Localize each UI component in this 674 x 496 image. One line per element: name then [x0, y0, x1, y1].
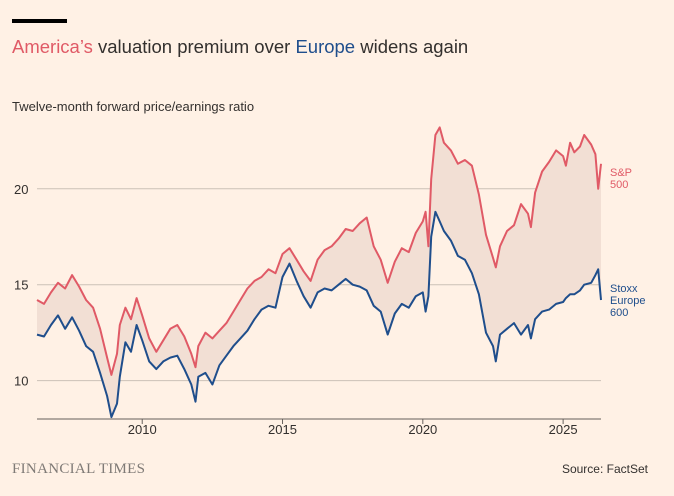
title-highlight-america: America’s — [12, 36, 93, 57]
y-tick-label: 20 — [14, 182, 28, 197]
premium-shaded-area — [37, 127, 601, 418]
chart-title: America’s valuation premium over Europe … — [12, 36, 468, 58]
sp500-line — [36, 126, 602, 376]
sp500-label-line: 500 — [610, 179, 628, 191]
stoxx-europe-600-line — [36, 210, 602, 419]
x-tick-label: 2020 — [408, 422, 437, 437]
sp500-label: S&P 500 — [610, 167, 632, 191]
x-tick-label: 2015 — [268, 422, 297, 437]
chart-subtitle: Twelve-month forward price/earnings rati… — [12, 99, 255, 114]
sp500-label-line: S&P — [610, 167, 632, 179]
stoxx-label-line: 600 — [610, 307, 628, 319]
stoxx-label-line: Europe — [610, 295, 645, 307]
source-note: Source: FactSet — [561, 462, 648, 476]
series-labels: S&P 500 Stoxx Europe 600 — [610, 167, 645, 319]
title-text-end: widens again — [355, 36, 469, 57]
title-text-middle: valuation premium over — [92, 36, 296, 57]
y-tick-label: 15 — [14, 278, 28, 293]
x-tick-label: 2010 — [128, 422, 157, 437]
x-tick-label: 2025 — [549, 422, 578, 437]
financial-times-logo: FINANCIAL TIMES — [12, 461, 146, 477]
y-tick-label: 10 — [14, 374, 28, 389]
stoxx-label: Stoxx Europe 600 — [610, 283, 645, 319]
title-highlight-europe: Europe — [295, 36, 356, 57]
stoxx-label-line: Stoxx — [610, 283, 638, 295]
ft-brand-bar — [12, 19, 67, 23]
axis-ticks: 10 15 20 2010 2015 2020 2025 — [14, 182, 578, 437]
